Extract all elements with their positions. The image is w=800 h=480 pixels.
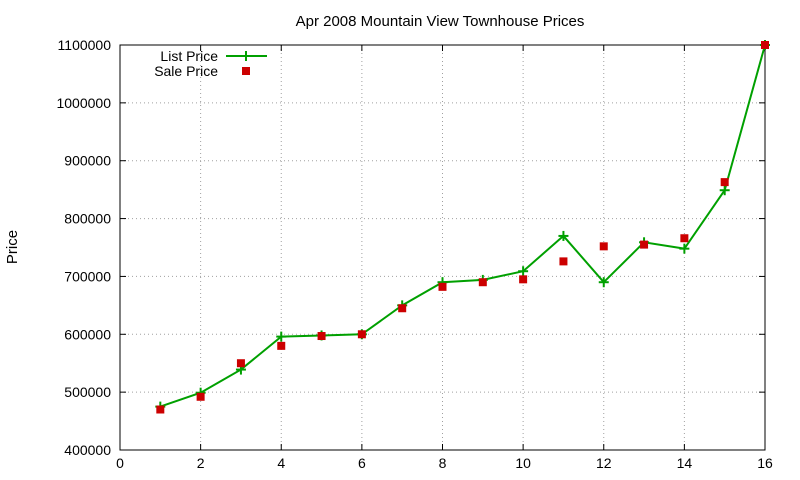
sale-price-point: [398, 304, 407, 313]
y-tick-label: 400000: [64, 442, 111, 458]
grid-layer: [120, 45, 765, 450]
x-tick-label: 8: [439, 455, 447, 471]
y-tick-label: 700000: [64, 268, 111, 284]
list-price-point: [679, 243, 690, 254]
x-tick-label: 2: [197, 455, 205, 471]
y-tick-label: 600000: [64, 326, 111, 342]
list-price-point: [518, 266, 529, 277]
y-tick-label: 800000: [64, 211, 111, 227]
list-price-point: [719, 185, 730, 196]
sale-price-point: [357, 330, 366, 339]
x-tick-label: 14: [677, 455, 693, 471]
x-tick-label: 12: [596, 455, 612, 471]
sale-price-point: [317, 332, 326, 341]
sale-price-point: [680, 234, 689, 243]
sale-price-point: [156, 405, 165, 414]
series-layer: [155, 40, 770, 414]
list-price-point: [558, 230, 569, 241]
y-tick-label: 1100000: [58, 37, 112, 53]
chart-title: Apr 2008 Mountain View Townhouse Prices: [296, 13, 585, 30]
sale-price-point: [761, 41, 769, 49]
sale-price-point: [478, 278, 487, 287]
sale-price-point: [519, 275, 528, 284]
x-tick-label: 6: [358, 455, 366, 471]
y-axis-label: Price: [4, 230, 21, 264]
x-tick-label: 16: [757, 455, 773, 471]
sale-price-point: [196, 392, 205, 401]
legend: List Price Sale Price: [154, 48, 267, 79]
legend-label-list-price: List Price: [160, 48, 218, 64]
ticks-layer: 0 2 4 6 8 10 12 14 16 400000 500000 600000 700000 800…: [56, 37, 773, 471]
sale-price-point: [720, 178, 729, 187]
x-tick-label: 4: [277, 455, 285, 471]
legend-plus-marker: [241, 51, 251, 61]
sale-price-point: [277, 341, 286, 350]
x-tick-label: 0: [116, 455, 124, 471]
legend-marker-sale-price: [242, 67, 250, 75]
legend-label-sale-price: Sale Price: [154, 63, 218, 79]
sale-price-point: [236, 359, 245, 368]
y-tick-label: 1000000: [56, 95, 111, 111]
y-tick-label: 900000: [64, 153, 111, 169]
list-price-point: [598, 277, 609, 288]
sale-price-point: [559, 257, 568, 266]
list-price-point: [276, 331, 287, 342]
sale-price-point: [599, 242, 608, 251]
sale-price-point: [640, 240, 649, 249]
y-tick-label: 500000: [64, 384, 111, 400]
list-price-line: [159, 44, 766, 408]
sale-price-point: [438, 282, 447, 291]
x-tick-label: 10: [515, 455, 531, 471]
legend-marker-list-price: [241, 51, 251, 61]
